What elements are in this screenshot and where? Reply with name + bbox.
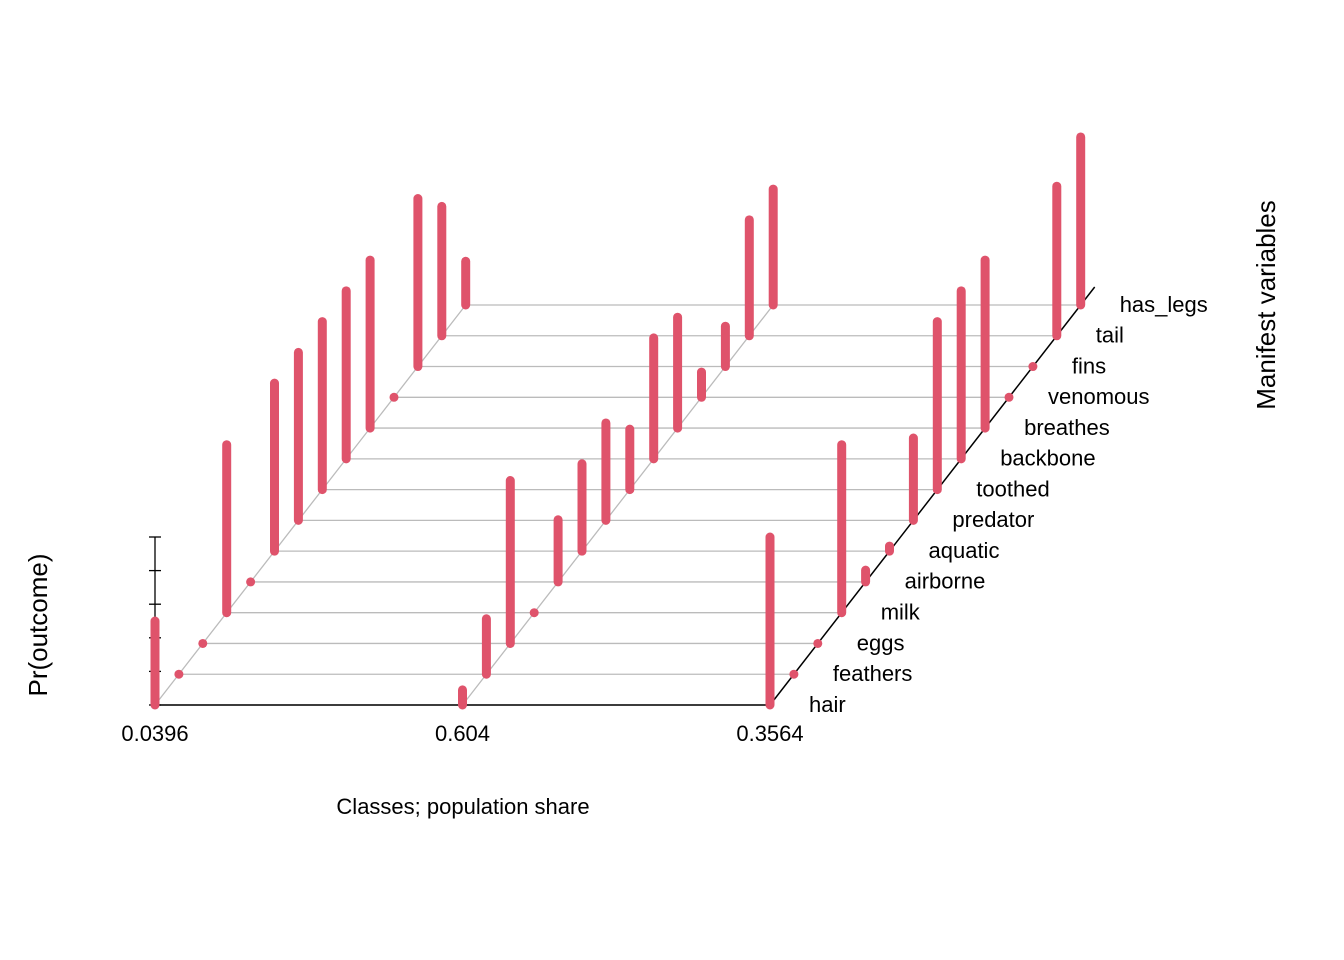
y-tick-label: toothed [976,476,1049,501]
y-tick-label: feathers [833,661,913,686]
x-tick-label: 0.604 [435,721,490,746]
y-tick-label: airborne [905,569,986,594]
y-tick-label: fins [1072,353,1106,378]
y-tick-label: venomous [1048,384,1150,409]
y-tick-label: milk [881,600,921,625]
x-tick-label: 0.3564 [736,721,803,746]
y-tick-label: has_legs [1120,292,1208,317]
x-tick-label: 0.0396 [121,721,188,746]
x-axis-title: Classes; population share [336,794,589,819]
y-tick-label: backbone [1000,446,1095,471]
y-tick-label: breathes [1024,415,1110,440]
y-tick-label: eggs [857,630,905,655]
y-tick-label: hair [809,692,846,717]
z-axis-title: Pr(outcome) [23,553,53,696]
grid-line [154,304,467,706]
y-tick-label: aquatic [929,538,1000,563]
y-axis [769,286,1096,706]
y-axis-title: Manifest variables [1251,200,1281,410]
y-tick-label: predator [952,507,1034,532]
y-tick-label: tail [1096,323,1124,348]
